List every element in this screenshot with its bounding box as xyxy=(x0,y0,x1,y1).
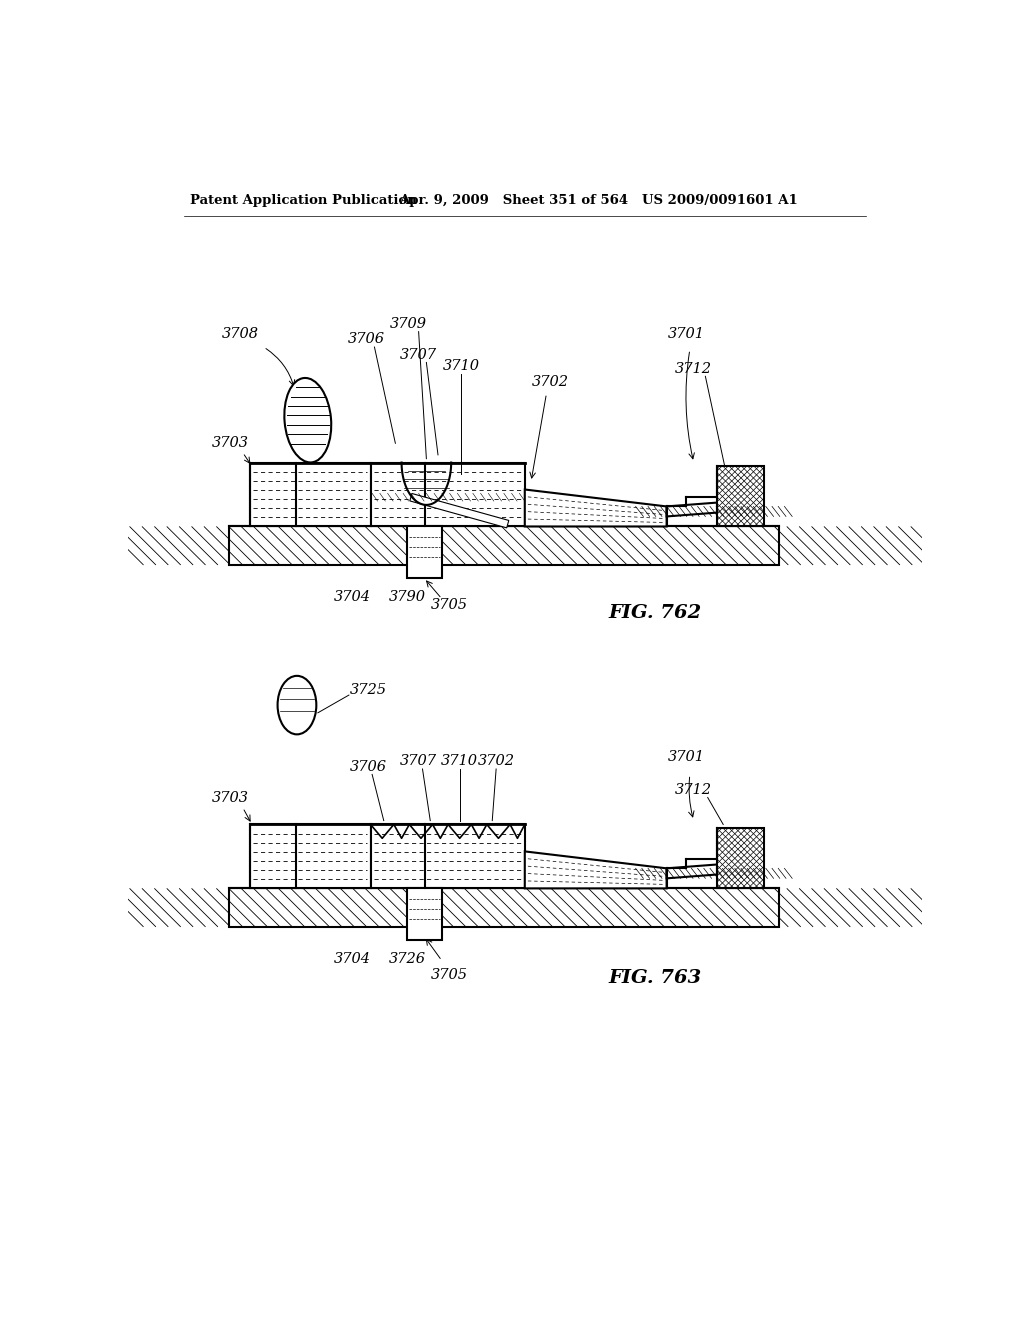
Text: 3710: 3710 xyxy=(441,754,478,768)
Text: 3705: 3705 xyxy=(431,968,468,982)
Polygon shape xyxy=(667,865,717,878)
Polygon shape xyxy=(524,851,667,888)
Text: 3712: 3712 xyxy=(675,783,713,797)
Text: 3708: 3708 xyxy=(222,327,259,341)
Text: 3702: 3702 xyxy=(531,375,569,388)
Text: 3710: 3710 xyxy=(442,359,480,374)
Text: 3790: 3790 xyxy=(388,590,426,605)
Bar xyxy=(228,888,779,927)
Text: Apr. 9, 2009   Sheet 351 of 564   US 2009/0091601 A1: Apr. 9, 2009 Sheet 351 of 564 US 2009/00… xyxy=(399,194,798,207)
Bar xyxy=(250,825,371,888)
Text: Patent Application Publication: Patent Application Publication xyxy=(190,194,417,207)
Bar xyxy=(717,829,764,888)
Bar xyxy=(371,825,525,888)
Text: 3702: 3702 xyxy=(477,754,515,768)
Text: 3701: 3701 xyxy=(668,327,705,341)
Polygon shape xyxy=(667,503,717,516)
Bar xyxy=(228,527,779,565)
Text: 3706: 3706 xyxy=(348,333,385,346)
Text: 3704: 3704 xyxy=(334,952,372,966)
Text: 3726: 3726 xyxy=(388,952,426,966)
Text: 3707: 3707 xyxy=(400,347,437,362)
Bar xyxy=(407,888,442,940)
Text: 3701: 3701 xyxy=(668,751,705,764)
Ellipse shape xyxy=(278,676,316,734)
Bar xyxy=(717,466,764,527)
Text: FIG. 762: FIG. 762 xyxy=(608,603,701,622)
Text: 3706: 3706 xyxy=(350,760,387,774)
Polygon shape xyxy=(524,490,667,527)
Text: 3712: 3712 xyxy=(675,362,713,376)
Text: 3707: 3707 xyxy=(400,754,437,768)
Bar xyxy=(407,527,442,578)
Text: 3704: 3704 xyxy=(334,590,372,605)
Text: 3703: 3703 xyxy=(212,791,249,804)
Ellipse shape xyxy=(285,378,331,462)
Text: 3705: 3705 xyxy=(431,598,468,612)
Text: 3725: 3725 xyxy=(350,682,387,697)
Text: FIG. 763: FIG. 763 xyxy=(608,969,701,987)
Polygon shape xyxy=(410,494,509,528)
Bar xyxy=(371,462,525,527)
Text: 3703: 3703 xyxy=(212,437,249,450)
Text: 3709: 3709 xyxy=(390,317,427,331)
Bar xyxy=(250,462,371,527)
